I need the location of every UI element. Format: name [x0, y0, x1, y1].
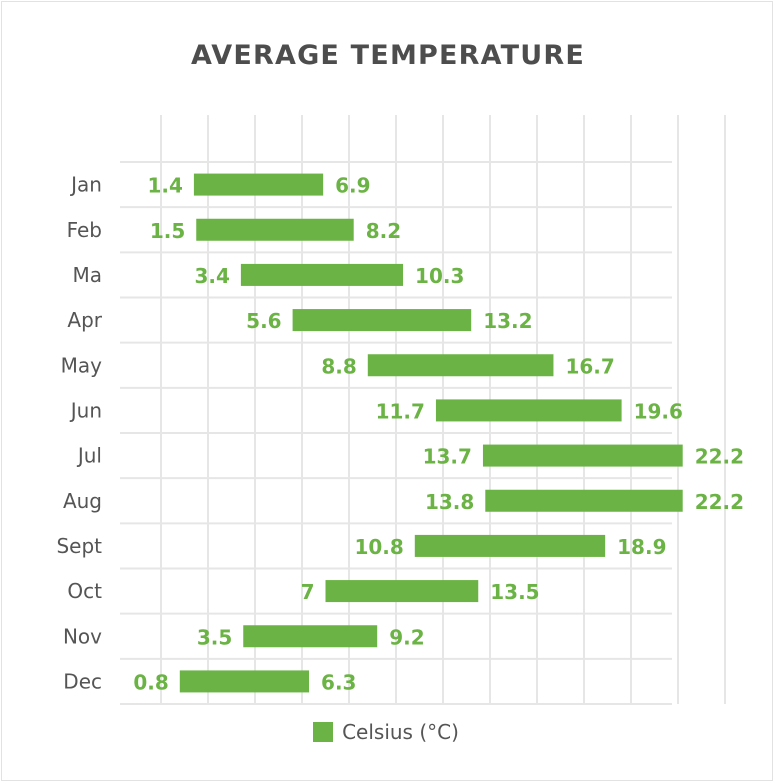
range-bar — [435, 399, 622, 422]
range-bar — [292, 309, 472, 332]
high-value-label: 6.3 — [321, 670, 356, 694]
data-labels: 1.4 6.9 1.5 8.2 3.4 10.3 5.6 13.2 8.8 16.7 11.7 19.… — [133, 174, 744, 695]
low-value-label: 5.6 — [246, 309, 281, 333]
category-labels: Jan Feb Ma Apr May Jun Jul Aug Sept Oct Nov Dec — [56, 173, 102, 694]
high-value-label: 6.9 — [335, 174, 370, 198]
high-value-label: 22.2 — [695, 445, 744, 469]
chart-title: AVERAGE TEMPERATURE — [190, 40, 586, 71]
range-bar — [414, 534, 606, 557]
low-value-label: 3.5 — [197, 625, 232, 649]
category-label: Jan — [69, 173, 102, 197]
category-label: May — [61, 353, 103, 377]
category-label: Oct — [67, 579, 102, 603]
range-bar — [196, 218, 354, 241]
legend: Celsius (°C) — [0, 720, 772, 744]
high-value-label: 16.7 — [565, 354, 614, 378]
category-label: Ma — [72, 263, 102, 287]
low-value-label: 0.8 — [133, 670, 168, 694]
range-bar — [367, 354, 554, 377]
bars — [179, 173, 683, 693]
high-value-label: 19.6 — [634, 399, 683, 423]
low-value-label: 11.7 — [376, 399, 425, 423]
category-label: Nov — [63, 624, 102, 648]
low-value-label: 1.4 — [147, 174, 182, 198]
low-value-label: 1.5 — [150, 219, 185, 243]
range-bar — [482, 444, 683, 467]
high-value-label: 22.2 — [695, 490, 744, 514]
category-label: Feb — [67, 218, 102, 242]
category-label: Jul — [76, 444, 102, 468]
category-label: Aug — [63, 489, 102, 513]
high-value-label: 13.5 — [490, 580, 539, 604]
legend-swatch — [313, 722, 334, 742]
range-bar — [485, 489, 683, 512]
high-value-label: 9.2 — [389, 625, 424, 649]
range-bar — [243, 625, 378, 648]
low-value-label: 13.8 — [425, 490, 474, 514]
range-bar — [240, 263, 404, 286]
category-label: Apr — [67, 308, 102, 332]
category-label: Jun — [69, 398, 102, 422]
range-bar — [193, 173, 324, 196]
high-value-label: 18.9 — [617, 535, 666, 559]
legend-label: Celsius (°C) — [342, 720, 459, 744]
low-value-label: 7 — [301, 580, 315, 604]
high-value-label: 10.3 — [415, 264, 464, 288]
low-value-label: 3.4 — [194, 264, 229, 288]
low-value-label: 10.8 — [354, 535, 403, 559]
range-bar — [325, 580, 479, 603]
high-value-label: 13.2 — [483, 309, 532, 333]
category-label: Dec — [63, 669, 102, 693]
range-bar — [179, 670, 310, 693]
category-label: Sept — [56, 534, 102, 558]
low-value-label: 13.7 — [423, 445, 472, 469]
high-value-label: 8.2 — [366, 219, 401, 243]
low-value-label: 8.8 — [321, 354, 356, 378]
